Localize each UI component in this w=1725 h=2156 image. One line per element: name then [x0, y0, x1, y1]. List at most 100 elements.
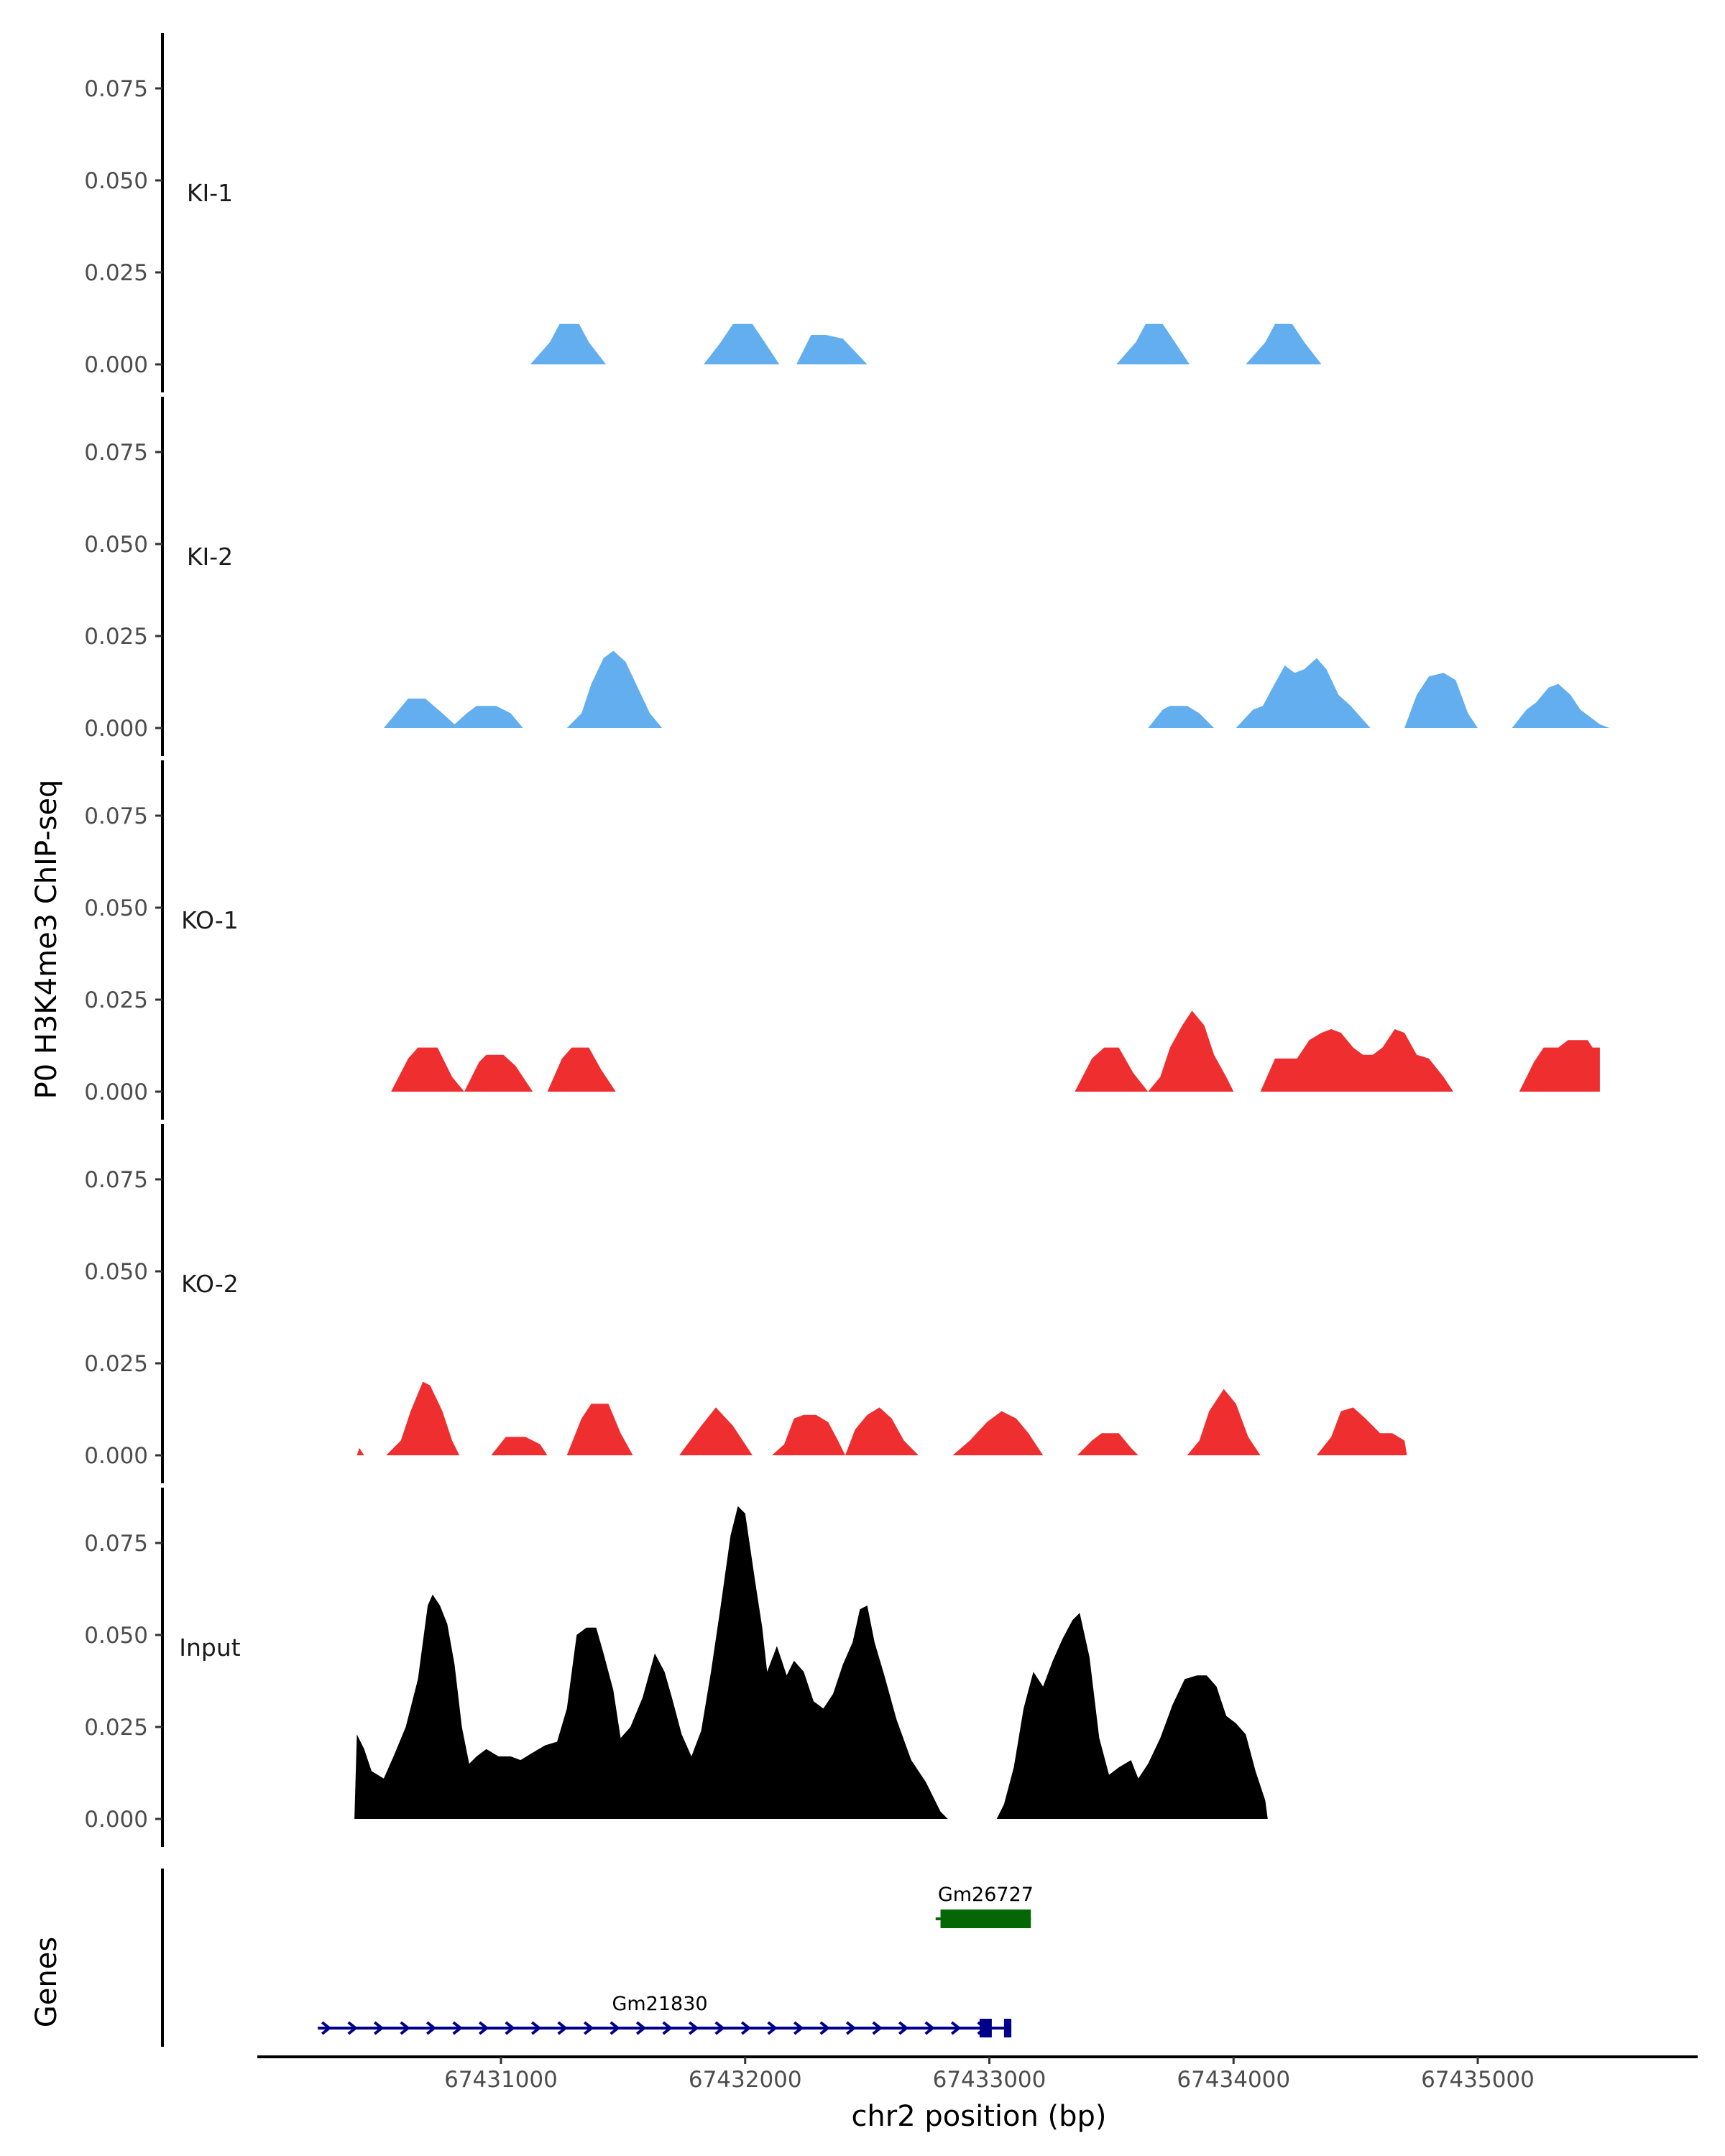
- coverage-peak: [356, 1447, 364, 1455]
- y-tick-label: 0.050: [84, 532, 148, 558]
- y-tick-label: 0.025: [84, 624, 148, 650]
- track-label-ko-1: KO-1: [181, 906, 239, 934]
- strand-arrow: [426, 2021, 437, 2035]
- coverage-peak: [996, 1613, 1268, 1819]
- strand-arrow: [767, 2021, 778, 2035]
- y-tick-label: 0.075: [84, 1531, 148, 1557]
- coverage-peak: [386, 1381, 460, 1455]
- strand-arrow: [400, 2021, 410, 2035]
- coverage-peak: [772, 1414, 845, 1455]
- strand-arrow: [819, 2021, 830, 2035]
- x-tick-label: 67435000: [1421, 2067, 1535, 2093]
- y-tick-label: 0.075: [84, 1167, 148, 1193]
- gene-label: Gm26727: [938, 1884, 1034, 1906]
- coverage-peak: [464, 1054, 533, 1092]
- strand-arrow: [950, 2021, 962, 2035]
- y-tick-label: 0.075: [84, 803, 148, 829]
- x-tick-label: 67433000: [933, 2067, 1046, 2093]
- gene-exon: [1003, 2019, 1012, 2037]
- coverage-peak: [566, 1404, 633, 1455]
- y-tick-label: 0.050: [84, 1259, 148, 1285]
- coverage-peak: [1236, 658, 1371, 728]
- coverage-peak: [845, 1407, 919, 1455]
- y-tick-label: 0.025: [84, 1715, 148, 1741]
- y-tick-label: 0.000: [84, 716, 148, 742]
- x-axis: 67431000 67432000 67433000 67434000 67435000: [257, 2055, 1698, 2093]
- coverage-peak: [1116, 323, 1190, 364]
- strand-arrow: [478, 2021, 489, 2035]
- y-tick-label: 0.075: [84, 440, 148, 466]
- strand-arrow: [610, 2021, 620, 2035]
- y-tick-label: 0.000: [84, 1443, 148, 1469]
- strand-arrow: [505, 2021, 515, 2035]
- track-panel-ki-2: 0.000 0.025 0.050 0.075 KI-2: [84, 397, 1610, 756]
- strand-arrow: [924, 2021, 935, 2035]
- y-tick-label: 0.050: [84, 895, 148, 921]
- strand-arrow: [452, 2021, 463, 2035]
- strand-arrow: [557, 2021, 568, 2035]
- y-tick-label: 0.025: [84, 260, 148, 286]
- gene-exon: [940, 1909, 1031, 1928]
- strand-arrow: [635, 2021, 647, 2035]
- coverage-peak: [1260, 1029, 1453, 1092]
- coverage-peak: [1187, 1388, 1261, 1455]
- y-tick-label: 0.000: [84, 1079, 148, 1105]
- coverage-peak: [491, 1437, 548, 1455]
- coverage-peak: [383, 699, 523, 728]
- y-tick-label: 0.075: [84, 76, 148, 102]
- track-panel-ki-1: 0.000 0.025 0.050 0.075 KI-1: [84, 33, 1322, 392]
- coverage-peak: [1148, 1010, 1234, 1092]
- tracks-layer: 0.0000.0250.0500.075KI-10.0000.0250.0500…: [84, 33, 1610, 1847]
- track-label-ki-1: KI-1: [187, 179, 233, 207]
- strand-arrow: [898, 2021, 909, 2035]
- gene-label: Gm21830: [612, 1993, 707, 2015]
- genes-layer: Gm26727 Gm21830: [161, 1869, 1034, 2047]
- strand-arrow: [662, 2021, 673, 2035]
- x-axis-title: chr2 position (bp): [851, 2100, 1106, 2133]
- strand-arrow: [740, 2021, 752, 2035]
- y-tick-label: 0.025: [84, 1351, 148, 1377]
- strand-arrow: [321, 2021, 332, 2035]
- y-tick-label: 0.000: [84, 1807, 148, 1833]
- coverage-peak: [1404, 673, 1478, 728]
- gene-gm21830: Gm21830: [318, 1993, 1012, 2037]
- strand-arrow: [845, 2021, 857, 2035]
- coverage-peak: [1519, 1040, 1600, 1092]
- strand-arrow: [688, 2021, 699, 2035]
- y-tick-label: 0.050: [84, 168, 148, 194]
- track-panel-ko-1: 0.000 0.025 0.050 0.075 KO-1: [84, 760, 1600, 1120]
- strand-arrow: [583, 2021, 594, 2035]
- strand-arrow: [347, 2021, 358, 2035]
- coverage-peak: [566, 650, 663, 728]
- x-tick-label: 67431000: [444, 2067, 558, 2093]
- strand-arrow: [793, 2021, 804, 2035]
- coverage-peak: [1075, 1047, 1149, 1092]
- gene-exon: [979, 2019, 992, 2037]
- coverage-peak: [1077, 1433, 1138, 1455]
- x-tick-label: 67432000: [689, 2067, 802, 2093]
- coverage-peak: [952, 1411, 1044, 1455]
- coverage-peak: [1512, 683, 1610, 728]
- genes-axis-title: Genes: [30, 1937, 63, 2027]
- coverage-peak: [1246, 323, 1322, 364]
- x-tick-label: 67434000: [1177, 2067, 1290, 2093]
- strand-arrow: [530, 2021, 542, 2035]
- track-label-input: Input: [179, 1634, 241, 1662]
- track-label-ki-2: KI-2: [187, 543, 233, 571]
- strand-arrow: [714, 2021, 725, 2035]
- track-label-ko-2: KO-2: [181, 1270, 239, 1298]
- y-tick-label: 0.000: [84, 352, 148, 378]
- coverage-peak: [796, 335, 868, 364]
- coverage-peak: [391, 1047, 464, 1092]
- track-panel-input: 0.000 0.025 0.050 0.075 Input: [84, 1488, 1268, 1847]
- y-tick-label: 0.050: [84, 1623, 148, 1649]
- coverage-peak: [704, 323, 780, 364]
- coverage-peak: [354, 1506, 948, 1819]
- gene-gm26727: Gm26727: [935, 1884, 1034, 1928]
- strand-arrow: [872, 2021, 883, 2035]
- track-panel-ko-2: 0.000 0.025 0.050 0.075 KO-2: [84, 1124, 1407, 1483]
- coverage-peak: [1148, 706, 1215, 728]
- y-axis-title: P0 H3K4me3 ChIP-seq: [30, 780, 63, 1100]
- strand-arrow: [373, 2021, 385, 2035]
